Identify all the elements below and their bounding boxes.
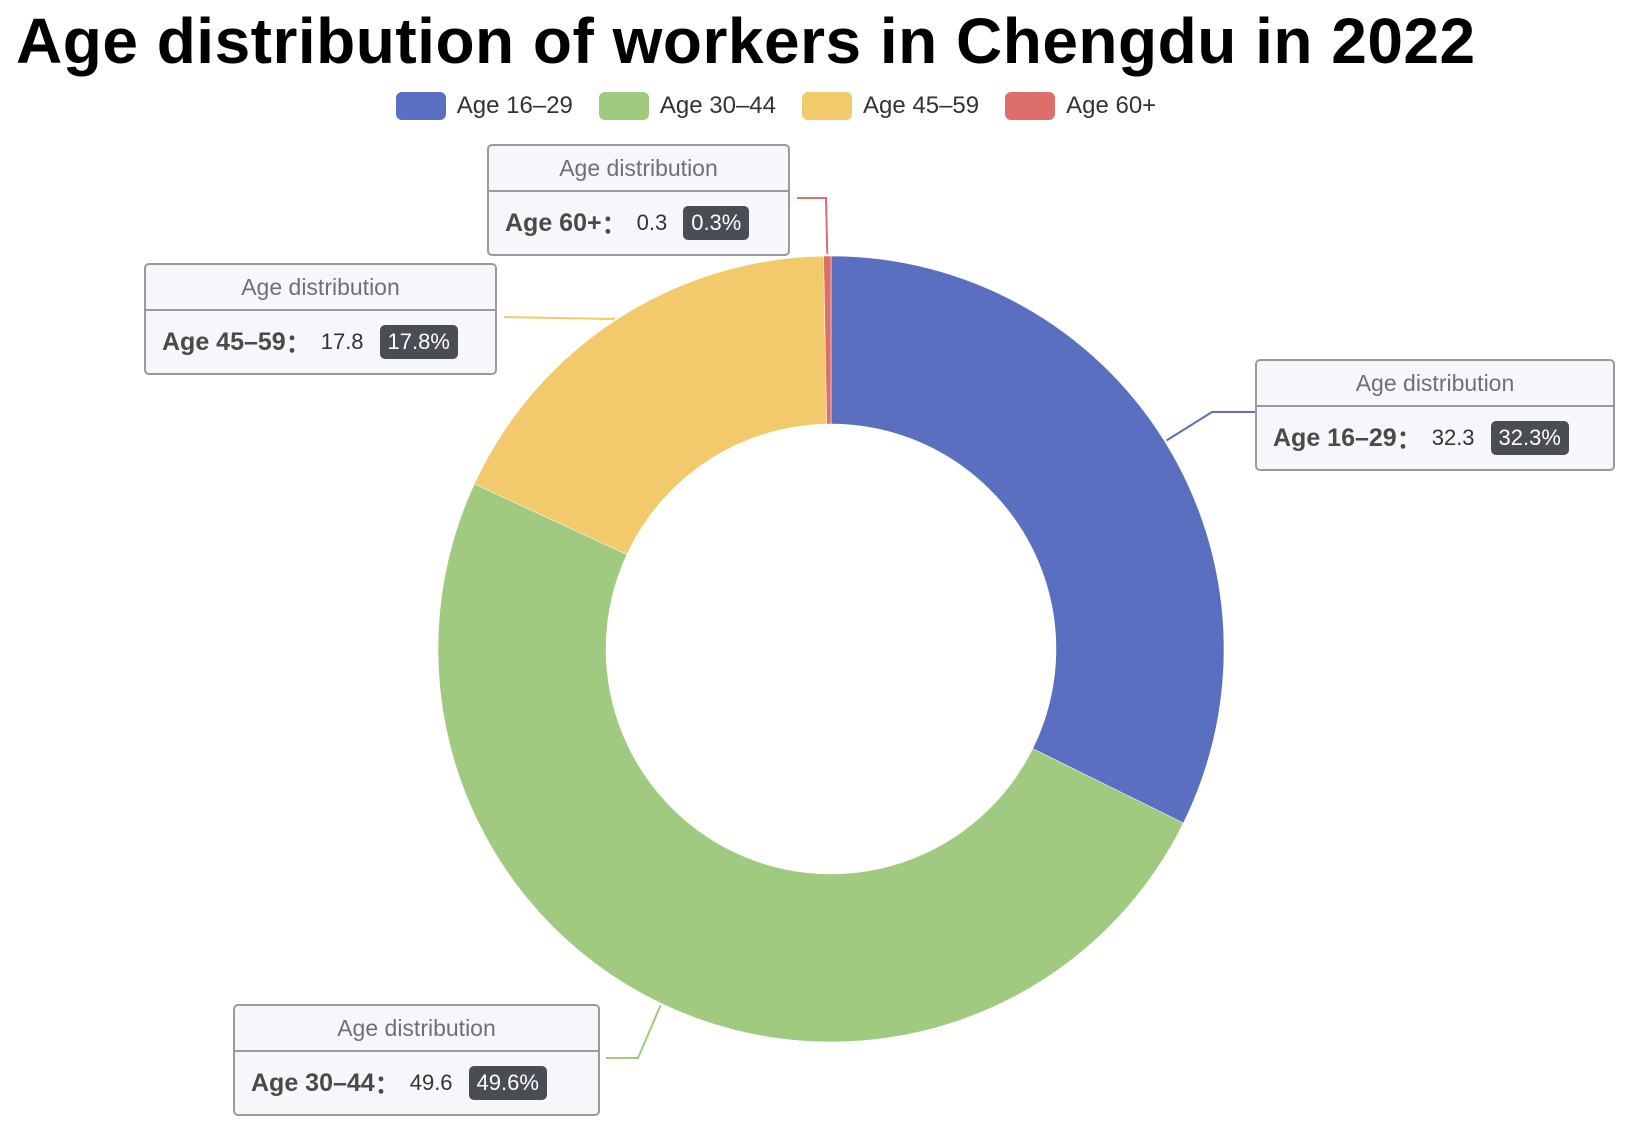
legend-label: Age 30–44 [659, 92, 776, 119]
callout-separator: ： [601, 211, 627, 239]
leader-line-age-45-59 [503, 316, 616, 321]
callout-body: Age 30–44 ： 49.6 49.6% [235, 1052, 598, 1114]
callout-age-30-44: Age distribution Age 30–44 ： 49.6 49.6% [233, 1004, 600, 1116]
chart-title: Age distribution of workers in Chengdu i… [16, 5, 1476, 77]
legend-item-age-60-plus[interactable]: Age 60+ [1005, 92, 1156, 120]
callout-separator: ： [374, 1071, 400, 1099]
legend-swatch [802, 92, 852, 120]
legend-item-age-16-29[interactable]: Age 16–29 [395, 92, 573, 120]
leader-line-age-60-plus [797, 197, 829, 255]
callout-slice-name: Age 45–59 [162, 327, 286, 356]
callout-separator: ： [285, 330, 311, 358]
callout-series-name: Age distribution [1257, 361, 1613, 407]
callout-age-60-plus: Age distribution Age 60+ ： 0.3 0.3% [487, 144, 790, 256]
slice-age-16-29[interactable] [830, 255, 1225, 824]
callout-age-45-59: Age distribution Age 45–59 ： 17.8 17.8% [144, 263, 497, 375]
callout-series-name: Age distribution [235, 1006, 598, 1052]
callout-separator: ： [1396, 426, 1422, 454]
callout-percent-badge: 32.3% [1490, 421, 1569, 455]
callout-series-name: Age distribution [146, 265, 495, 311]
callout-body: Age 45–59 ： 17.8 17.8% [146, 311, 495, 373]
slice-age-30-44[interactable] [437, 483, 1184, 1043]
slice-age-60-plus[interactable] [823, 255, 832, 425]
slice-age-45-59[interactable] [474, 255, 828, 555]
legend-item-age-45-59[interactable]: Age 45–59 [802, 92, 979, 120]
callout-slice-name: Age 30–44 [251, 1068, 375, 1097]
legend-swatch [598, 92, 649, 120]
callout-value: 49.6 [409, 1070, 453, 1095]
legend-label: Age 16–29 [456, 92, 573, 119]
callout-slice-name: Age 16–29 [1273, 423, 1397, 452]
callout-body: Age 60+ ： 0.3 0.3% [489, 192, 788, 254]
callout-value: 0.3 [636, 210, 668, 235]
slices-layer [437, 255, 1225, 1043]
legend: Age 16–29 Age 30–44 Age 45–59 Age 60+ [0, 92, 1648, 120]
callout-percent-badge: 0.3% [683, 206, 750, 240]
legend-swatch [395, 92, 446, 120]
legend-swatch [1005, 92, 1056, 120]
callout-series-name: Age distribution [489, 146, 788, 192]
leader-line-age-16-29 [1165, 411, 1255, 442]
callout-value: 17.8 [320, 329, 364, 354]
leader-lines-layer [503, 197, 1255, 1059]
callout-value: 32.3 [1431, 425, 1475, 450]
callout-percent-badge: 49.6% [468, 1066, 547, 1100]
callout-age-16-29: Age distribution Age 16–29 ： 32.3 32.3% [1255, 359, 1615, 471]
legend-item-age-30-44[interactable]: Age 30–44 [598, 92, 776, 120]
legend-label: Age 60+ [1066, 92, 1157, 119]
legend-label: Age 45–59 [863, 92, 980, 119]
callout-percent-badge: 17.8% [379, 325, 458, 359]
leader-line-age-30-44 [606, 1004, 662, 1059]
callout-slice-name: Age 60+ [505, 208, 602, 237]
callout-body: Age 16–29 ： 32.3 32.3% [1257, 407, 1613, 469]
